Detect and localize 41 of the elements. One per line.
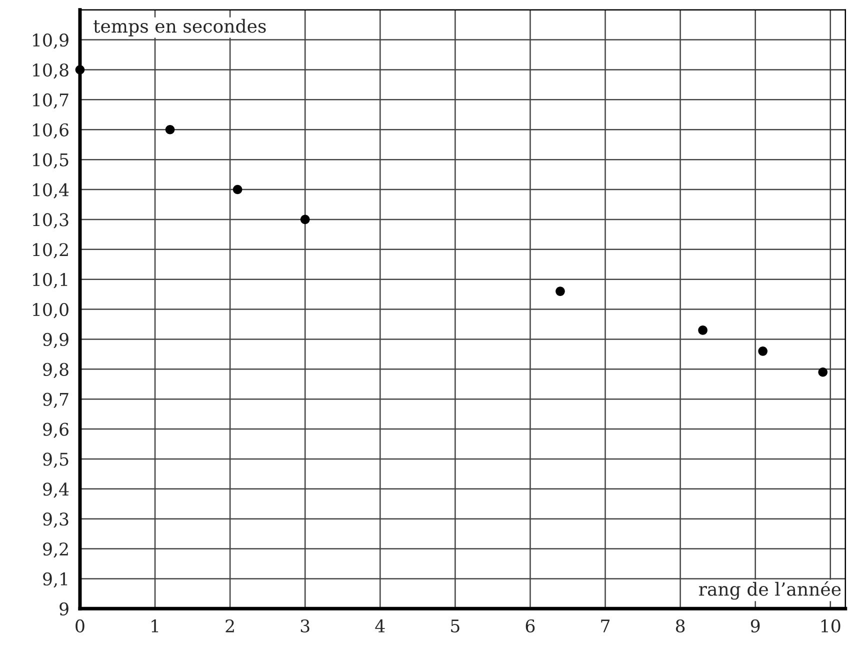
x-tick-label: 0 [76, 619, 84, 633]
point [75, 65, 85, 74]
y-tick-label: 9,9 [43, 332, 68, 348]
point [818, 367, 828, 377]
x-tick-label: 3 [300, 619, 310, 633]
x-tick-label: 7 [601, 620, 610, 632]
point [698, 326, 708, 335]
y-tick-label: 10,6 [33, 123, 68, 139]
point [232, 184, 242, 194]
y-tick-label: 9,3 [43, 512, 68, 528]
y-tick-label: 9,6 [43, 422, 68, 438]
y-tick-label: 10,7 [33, 93, 68, 109]
x-tick-label: 10 [821, 619, 840, 633]
point [556, 286, 565, 296]
point [165, 124, 175, 134]
y-tick-label: 9 [60, 602, 68, 616]
x-tick-label: 5 [451, 620, 460, 633]
y-tick-label: 10,0 [33, 302, 68, 318]
y-tick-label: 9,1 [43, 572, 68, 588]
y-tick-label: 10,2 [33, 243, 68, 258]
y-tick-label: 9,5 [43, 452, 68, 468]
y-tick-label: 10,4 [33, 183, 69, 198]
x-tick-label: 9 [750, 619, 760, 633]
x-axis-title: rang de l’année [698, 581, 841, 600]
y-axis-title: temps en secondes [94, 18, 266, 36]
x-tick-label: 8 [676, 619, 685, 633]
y-tick-label: 9,7 [43, 392, 68, 408]
y-tick-label: 9,8 [43, 362, 68, 378]
x-tick-label: 1 [152, 619, 158, 632]
x-tick-label: 6 [526, 619, 535, 633]
x-tick-label: 4 [375, 619, 385, 632]
y-tick-label: 10,5 [33, 153, 68, 169]
point [300, 214, 310, 224]
x-tick-label: 2 [226, 619, 234, 632]
y-tick-label: 10,8 [33, 63, 68, 79]
y-tick-label: 10,9 [33, 34, 68, 49]
y-tick-label: 10,1 [33, 273, 68, 288]
y-tick-label: 9,2 [43, 542, 68, 558]
point [758, 346, 768, 356]
y-tick-label: 9,4 [43, 482, 69, 498]
y-tick-label: 10,3 [33, 213, 68, 228]
